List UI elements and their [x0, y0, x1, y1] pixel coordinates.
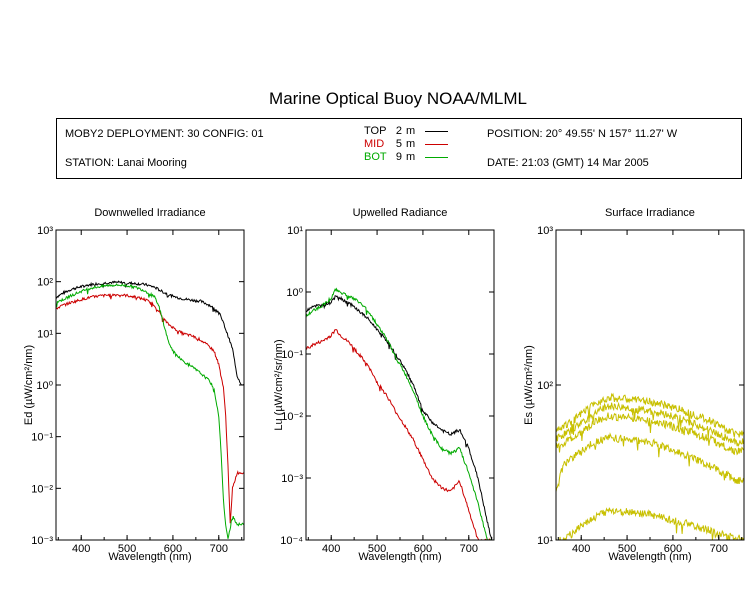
depth-value: 2: [395, 125, 402, 137]
x-tick-label: 700: [210, 543, 228, 555]
deployment-info-panel: MOBY2 DEPLOYMENT: 30 CONFIG: 01 STATION:…: [56, 118, 742, 179]
depth-line-swatch: [425, 130, 449, 132]
deployment-label: MOBY2 DEPLOYMENT: 30 CONFIG: 01: [65, 128, 264, 140]
chart-title: Surface Irradiance: [605, 207, 695, 219]
y-tick-label: 10⁰: [286, 287, 303, 299]
x-tick-label: 600: [664, 543, 682, 555]
y-tick-label: 10⁻¹: [281, 349, 303, 361]
y-tick-label: 10⁻³: [281, 473, 303, 485]
x-tick-label: 500: [368, 543, 386, 555]
plot-frame: [555, 229, 745, 541]
depth-line-swatch: [425, 143, 449, 145]
x-tick-label: 500: [618, 543, 636, 555]
depth-line-swatch: [425, 156, 449, 158]
series-line: [556, 392, 744, 438]
y-axis-label: Lu (µW/cm²/sr/nm): [273, 339, 285, 430]
page-title: Marine Optical Buoy NOAA/MLML: [269, 89, 527, 108]
plot-frame: [55, 229, 245, 541]
y-tick-label: 10⁻⁴: [280, 535, 303, 547]
x-tick-label: 500: [118, 543, 136, 555]
x-axis-label: Wavelength (nm): [108, 551, 191, 563]
x-tick-label: 400: [572, 543, 590, 555]
y-tick-label: 10¹: [537, 535, 553, 547]
series-line: [306, 295, 493, 540]
depth-unit: m: [406, 138, 416, 150]
y-tick-label: 10⁻³: [31, 535, 53, 547]
depth-legend-top: TOP 2 m: [364, 125, 449, 137]
series-line: [56, 283, 244, 539]
depth-name: BOT: [364, 151, 387, 163]
y-tick-label: 10¹: [37, 328, 53, 340]
y-tick-label: 10³: [537, 225, 553, 237]
x-tick-label: 700: [710, 543, 728, 555]
date-label: DATE: 21:03 (GMT) 14 Mar 2005: [487, 157, 649, 169]
chart-title: Downwelled Irradiance: [94, 207, 205, 219]
depth-legend-bot: BOT 9 m: [364, 151, 449, 163]
depth-name: TOP: [364, 125, 387, 137]
chart-2: 400 500 600 700 10⁻⁴ 10⁻³ 10⁻² 10⁻¹ 10⁰ 10¹ Upwell…: [273, 207, 495, 563]
y-tick-label: 10¹: [287, 225, 303, 237]
plot-frame: [305, 229, 495, 541]
chart-title: Upwelled Radiance: [353, 207, 448, 219]
depth-name: MID: [364, 138, 385, 150]
y-tick-label: 10⁻¹: [31, 432, 53, 444]
x-tick-label: 700: [460, 543, 478, 555]
series-line: [556, 432, 744, 492]
position-label: POSITION: 20° 49.55' N 157° 11.27' W: [487, 128, 678, 140]
y-axis-label: Ed (µW/cm²/nm): [23, 345, 35, 425]
station-label: STATION: Lanai Mooring: [65, 157, 187, 169]
x-axis-label: Wavelength (nm): [608, 551, 691, 563]
x-tick-label: 600: [164, 543, 182, 555]
y-tick-label: 10⁰: [36, 380, 53, 392]
chart-3: 400 500 600 700 10¹ 10² 10³ Surface Irradiance W…: [523, 207, 745, 563]
y-tick-label: 10⁻²: [31, 483, 53, 495]
y-axis-label: Es (µW/cm²/nm): [523, 345, 535, 425]
x-tick-label: 600: [414, 543, 432, 555]
series-line: [306, 287, 492, 540]
series-line: [306, 329, 492, 540]
x-tick-label: 400: [72, 543, 90, 555]
x-axis-label: Wavelength (nm): [358, 551, 441, 563]
x-tick-label: 400: [322, 543, 340, 555]
depth-unit: m: [406, 151, 416, 163]
series-line: [556, 401, 744, 448]
y-tick-label: 10²: [37, 277, 53, 289]
series-line: [556, 412, 744, 456]
y-tick-label: 10²: [537, 380, 553, 392]
depth-legend-mid: MID 5 m: [364, 138, 449, 150]
y-tick-label: 10³: [37, 225, 53, 237]
series-line: [56, 293, 244, 524]
depth-value: 9: [395, 151, 402, 163]
series-line: [56, 280, 244, 386]
depth-unit: m: [406, 125, 416, 137]
depth-value: 5: [395, 138, 402, 150]
y-tick-label: 10⁻²: [281, 411, 303, 423]
series-line: [556, 507, 744, 540]
chart-1: 400 500 600 700 10⁻³ 10⁻² 10⁻¹ 10⁰ 10¹ 10² 10³ Down…: [23, 207, 245, 563]
